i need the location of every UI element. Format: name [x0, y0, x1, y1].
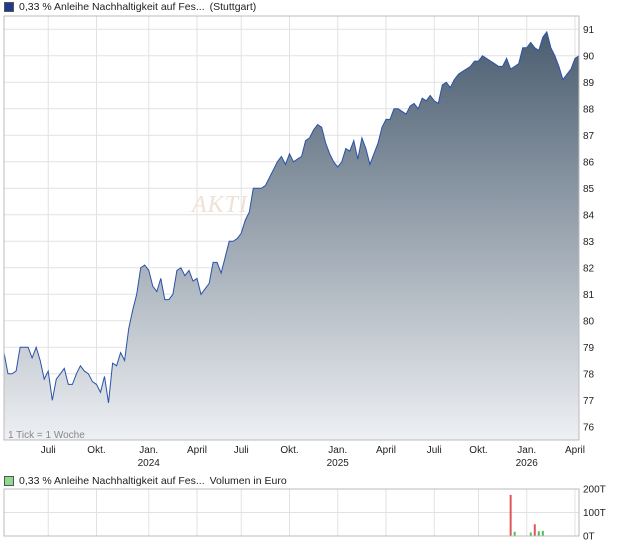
price-y-tick-label: 79 [583, 343, 595, 354]
time-x-tick-label: April [187, 445, 207, 456]
time-x-tick-label: April [376, 445, 396, 456]
time-x-tick-label: Jan. [517, 445, 536, 456]
volume-bars [509, 494, 544, 536]
time-x-axis: Juli Okt. Jan. April Juli Okt. Jan. April Juli Ok… [41, 445, 585, 456]
price-y-axis: 76 77 78 79 80 81 82 83 84 85 86 87 88 89 90 91 [583, 25, 595, 434]
price-y-tick-label: 81 [583, 290, 595, 301]
price-y-tick-label: 76 [583, 422, 595, 433]
price-plot-frame [3, 15, 580, 441]
time-x-tick-label: Juli [427, 445, 442, 456]
price-y-tick-label: 89 [583, 78, 595, 89]
year-label: 2026 [516, 458, 539, 469]
volume-legend-title: 0,33 % Anleihe Nachhaltigkeit auf Fes... [19, 475, 205, 487]
year-labels: 2024 2025 2026 [138, 458, 539, 469]
time-x-tick-label: Juli [41, 445, 56, 456]
time-x-tick-label: April [565, 445, 585, 456]
volume-bar [529, 532, 532, 536]
price-y-tick-label: 88 [583, 104, 595, 115]
volume-y-tick-label: 0T [583, 532, 595, 543]
price-y-tick-label: 85 [583, 184, 595, 195]
price-y-tick-label: 91 [583, 25, 595, 36]
volume-plot-frame [3, 488, 580, 537]
price-y-tick-label: 84 [583, 210, 595, 221]
volume-bar [533, 524, 536, 536]
time-x-tick-label: Juli [234, 445, 249, 456]
year-label: 2025 [327, 458, 350, 469]
price-legend-exchange: (Stuttgart) [209, 1, 257, 13]
volume-y-axis: 0T 100T 200T [583, 485, 606, 543]
price-y-tick-label: 77 [583, 396, 595, 407]
volume-legend-swatch [4, 476, 14, 486]
volume-y-tick-label: 200T [583, 485, 606, 496]
price-legend: 0,33 % Anleihe Nachhaltigkeit auf Fes...… [4, 0, 256, 14]
price-legend-swatch [4, 2, 14, 12]
volume-legend: 0,33 % Anleihe Nachhaltigkeit auf Fes...… [4, 474, 287, 488]
price-y-tick-label: 87 [583, 131, 595, 142]
price-y-tick-label: 86 [583, 157, 595, 168]
volume-bar [541, 530, 544, 536]
price-y-tick-label: 78 [583, 369, 595, 380]
time-x-tick-label: Okt. [280, 445, 298, 456]
price-y-tick-label: 90 [583, 51, 595, 62]
time-x-tick-label: Okt. [87, 445, 105, 456]
volume-legend-subtitle: Volumen in Euro [209, 475, 287, 487]
volume-bar [513, 531, 516, 536]
time-x-tick-label: Jan. [139, 445, 158, 456]
volume-bar [509, 494, 512, 536]
year-label: 2024 [138, 458, 161, 469]
volume-grid [4, 488, 579, 537]
price-area [4, 31, 579, 441]
tick-note: 1 Tick = 1 Woche [8, 430, 85, 441]
volume-y-tick-label: 100T [583, 508, 606, 519]
time-x-tick-label: Okt. [469, 445, 487, 456]
price-legend-title: 0,33 % Anleihe Nachhaltigkeit auf Fes... [19, 1, 205, 13]
watermark: AKTI [190, 192, 248, 218]
price-y-tick-label: 83 [583, 237, 595, 248]
price-y-tick-label: 82 [583, 263, 595, 274]
price-y-tick-label: 80 [583, 316, 595, 327]
price-line [3, 30, 580, 403]
time-x-tick-label: Jan. [328, 445, 347, 456]
volume-bar [537, 531, 540, 536]
